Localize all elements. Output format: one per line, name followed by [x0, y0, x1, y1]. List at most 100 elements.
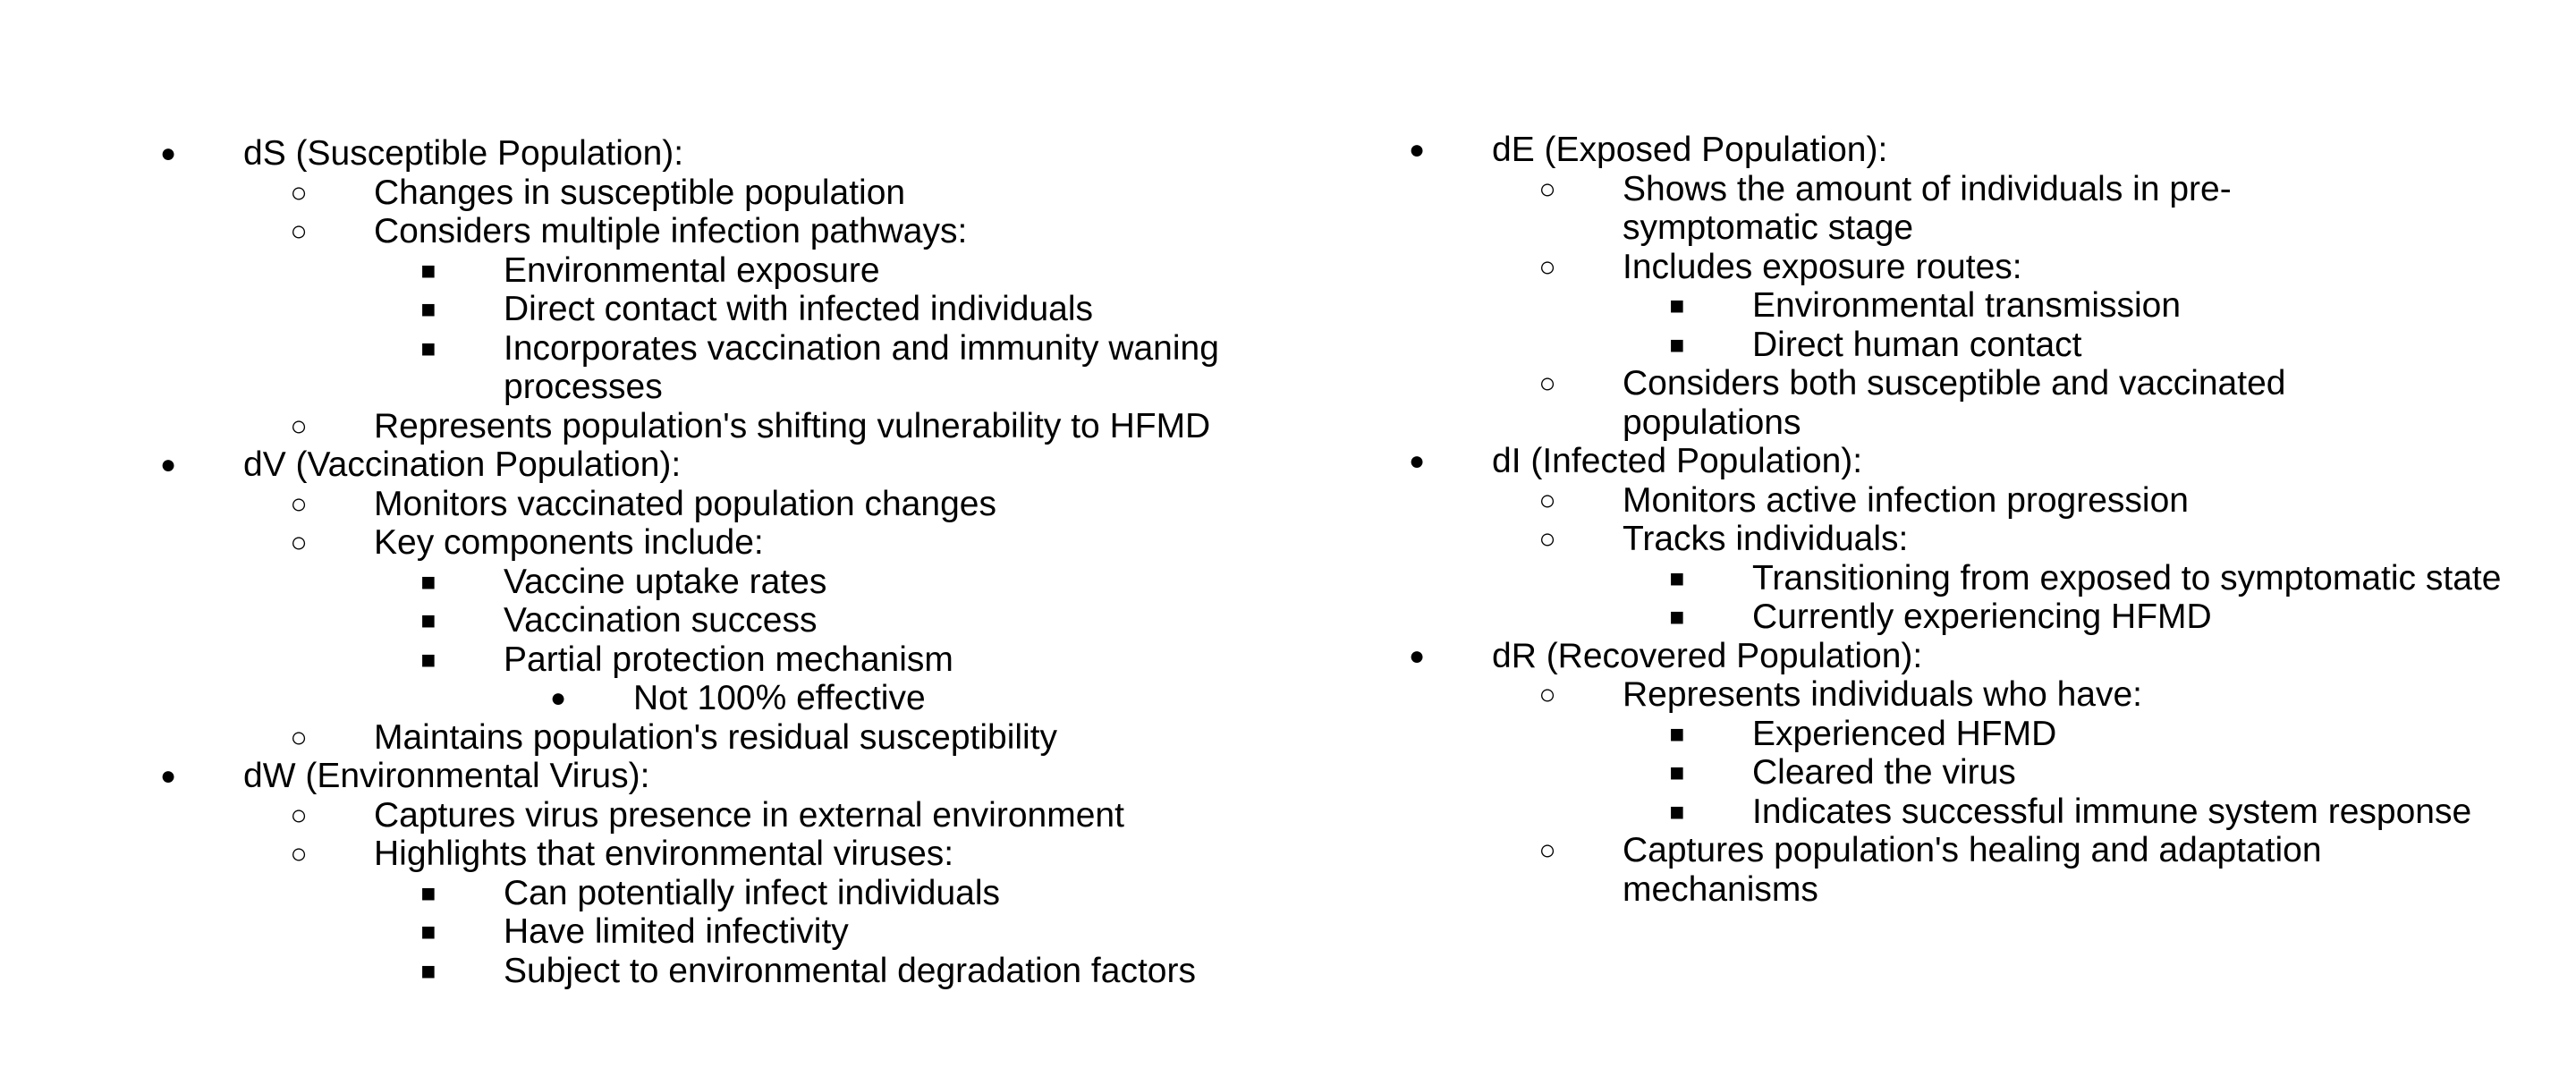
- list-item: ■ Direct contact with infected individua…: [0, 290, 1288, 329]
- item-text: Environmental transmission: [1752, 286, 2182, 325]
- list-item: ○ Captures population's healing and adap…: [1288, 831, 2576, 909]
- item-text: Indicates successful immune system respo…: [1752, 792, 2472, 831]
- list-item: ○ Captures virus presence in external en…: [0, 796, 1288, 835]
- item-text: dV (Vaccination Population):: [243, 445, 682, 484]
- item-text: Have limited infectivity: [504, 912, 849, 951]
- item-text: Monitors vaccinated population changes: [374, 484, 996, 523]
- disc-bullet-icon: ●: [1408, 446, 1426, 476]
- list-item: ■ Incorporates vaccination and immunity …: [0, 329, 1288, 407]
- item-text: Considers both susceptible and vaccinate…: [1623, 364, 2286, 442]
- circle-bullet-icon: ○: [1538, 172, 1556, 205]
- item-text: Captures virus presence in external envi…: [374, 795, 1124, 835]
- list-item: ■ Cleared the virus: [1288, 753, 2576, 793]
- list-item: ■ Direct human contact: [1288, 326, 2576, 365]
- list-item: ■ Can potentially infect individuals: [0, 874, 1288, 913]
- disc-bullet-icon: ●: [1408, 640, 1426, 671]
- list-item: ■ Have limited infectivity: [0, 912, 1288, 952]
- list-item: ■ Currently experiencing HFMD: [1288, 598, 2576, 637]
- item-text: Not 100% effective: [633, 679, 926, 717]
- square-bullet-icon: ■: [420, 606, 436, 634]
- circle-bullet-icon: ○: [1538, 834, 1556, 866]
- item-text: Shows the amount of individuals in pre-s…: [1623, 169, 2232, 248]
- list-item: ■ Subject to environmental degradation f…: [0, 952, 1288, 991]
- item-text: dS (Susceptible Population):: [243, 134, 684, 173]
- disc-bullet-icon: ●: [159, 139, 177, 168]
- list-item: ○ Represents population's shifting vulne…: [0, 407, 1288, 446]
- square-bullet-icon: ■: [420, 918, 436, 945]
- list-item: ■ Partial protection mechanism: [0, 640, 1288, 680]
- circle-bullet-icon: ○: [1538, 367, 1556, 399]
- item-text: Captures population's healing and adapta…: [1623, 831, 2322, 909]
- square-bullet-icon: ■: [1669, 759, 1685, 786]
- list-item: ■ Indicates successful immune system res…: [1288, 793, 2576, 832]
- list-item: ○ Represents individuals who have:: [1288, 675, 2576, 715]
- right-column: ● dE (Exposed Population): ○ Shows the a…: [1288, 131, 2576, 909]
- item-text: Transitioning from exposed to symptomati…: [1752, 558, 2502, 598]
- circle-bullet-icon: ○: [1538, 678, 1556, 710]
- list-item: ■ Transitioning from exposed to symptoma…: [1288, 559, 2576, 598]
- square-bullet-icon: ■: [1669, 564, 1685, 592]
- item-text: Represents population's shifting vulnera…: [374, 406, 1211, 445]
- square-bullet-icon: ■: [1669, 719, 1685, 748]
- list-item: ○ Highlights that environmental viruses:: [0, 835, 1288, 874]
- circle-bullet-icon: ○: [290, 409, 308, 442]
- list-item: ■ Vaccination success: [0, 601, 1288, 640]
- square-bullet-icon: ■: [1669, 330, 1685, 359]
- circle-bullet-icon: ○: [290, 837, 308, 869]
- list-item: ■ Vaccine uptake rates: [0, 563, 1288, 602]
- item-text: Represents individuals who have:: [1623, 675, 2143, 714]
- item-text: Incorporates vaccination and immunity wa…: [504, 328, 1219, 407]
- square-bullet-icon: ■: [420, 334, 436, 362]
- circle-bullet-icon: ○: [290, 215, 308, 247]
- item-text: dI (Infected Population):: [1492, 442, 1863, 480]
- list-item-dv-heading: ● dV (Vaccination Population):: [0, 445, 1288, 485]
- list-item-di-heading: ● dI (Infected Population):: [1288, 442, 2576, 481]
- list-item: ○ Tracks individuals:: [1288, 520, 2576, 559]
- item-text: Changes in susceptible population: [374, 173, 906, 212]
- item-text: Highlights that environmental viruses:: [374, 835, 954, 873]
- item-text: Cleared the virus: [1752, 753, 2016, 792]
- list-item: ○ Key components include:: [0, 523, 1288, 563]
- square-bullet-icon: ■: [420, 295, 436, 323]
- square-bullet-icon: ■: [1669, 797, 1685, 826]
- item-text: Key components include:: [374, 523, 764, 562]
- list-item: ○ Includes exposure routes:: [1288, 248, 2576, 287]
- list-item-ds-heading: ● dS (Susceptible Population):: [0, 134, 1288, 174]
- square-bullet-icon: ■: [420, 645, 436, 674]
- square-bullet-icon: ■: [420, 567, 436, 596]
- circle-bullet-icon: ○: [290, 798, 308, 831]
- item-text: Subject to environmental degradation fac…: [504, 951, 1196, 990]
- list-item: ○ Monitors vaccinated population changes: [0, 485, 1288, 524]
- disc-bullet-icon: ●: [1408, 135, 1426, 165]
- list-item-dr-heading: ● dR (Recovered Population):: [1288, 637, 2576, 676]
- list-item: ○ Shows the amount of individuals in pre…: [1288, 170, 2576, 248]
- item-text: Direct human contact: [1752, 325, 2082, 364]
- item-text: Direct contact with infected individuals: [504, 290, 1093, 328]
- item-text: dW (Environmental Virus):: [243, 757, 650, 795]
- list-item: ■ Experienced HFMD: [1288, 715, 2576, 754]
- list-item: ● Not 100% effective: [0, 679, 1288, 718]
- disc-bullet-icon: ●: [159, 450, 177, 479]
- circle-bullet-icon: ○: [1538, 522, 1556, 555]
- item-text: Can potentially infect individuals: [504, 873, 1000, 912]
- square-bullet-icon: ■: [420, 878, 436, 907]
- square-bullet-icon: ■: [1669, 603, 1685, 631]
- circle-bullet-icon: ○: [1538, 483, 1556, 516]
- disc-bullet-icon: ●: [549, 683, 567, 713]
- item-text: Vaccine uptake rates: [504, 562, 827, 601]
- square-bullet-icon: ■: [1669, 292, 1685, 319]
- item-text: Experienced HFMD: [1752, 714, 2057, 753]
- circle-bullet-icon: ○: [1538, 250, 1556, 283]
- item-text: Tracks individuals:: [1623, 520, 1909, 558]
- item-text: Partial protection mechanism: [504, 640, 953, 679]
- disc-bullet-icon: ●: [159, 761, 177, 791]
- item-text: Considers multiple infection pathways:: [374, 212, 968, 250]
- circle-bullet-icon: ○: [290, 175, 308, 208]
- square-bullet-icon: ■: [420, 956, 436, 985]
- list-item: ○ Maintains population's residual suscep…: [0, 718, 1288, 758]
- list-item: ○ Considers both susceptible and vaccina…: [1288, 364, 2576, 442]
- list-item: ○ Changes in susceptible population: [0, 174, 1288, 213]
- item-text: Monitors active infection progression: [1623, 480, 2189, 520]
- list-item-dw-heading: ● dW (Environmental Virus):: [0, 757, 1288, 796]
- list-item-de-heading: ● dE (Exposed Population):: [1288, 131, 2576, 170]
